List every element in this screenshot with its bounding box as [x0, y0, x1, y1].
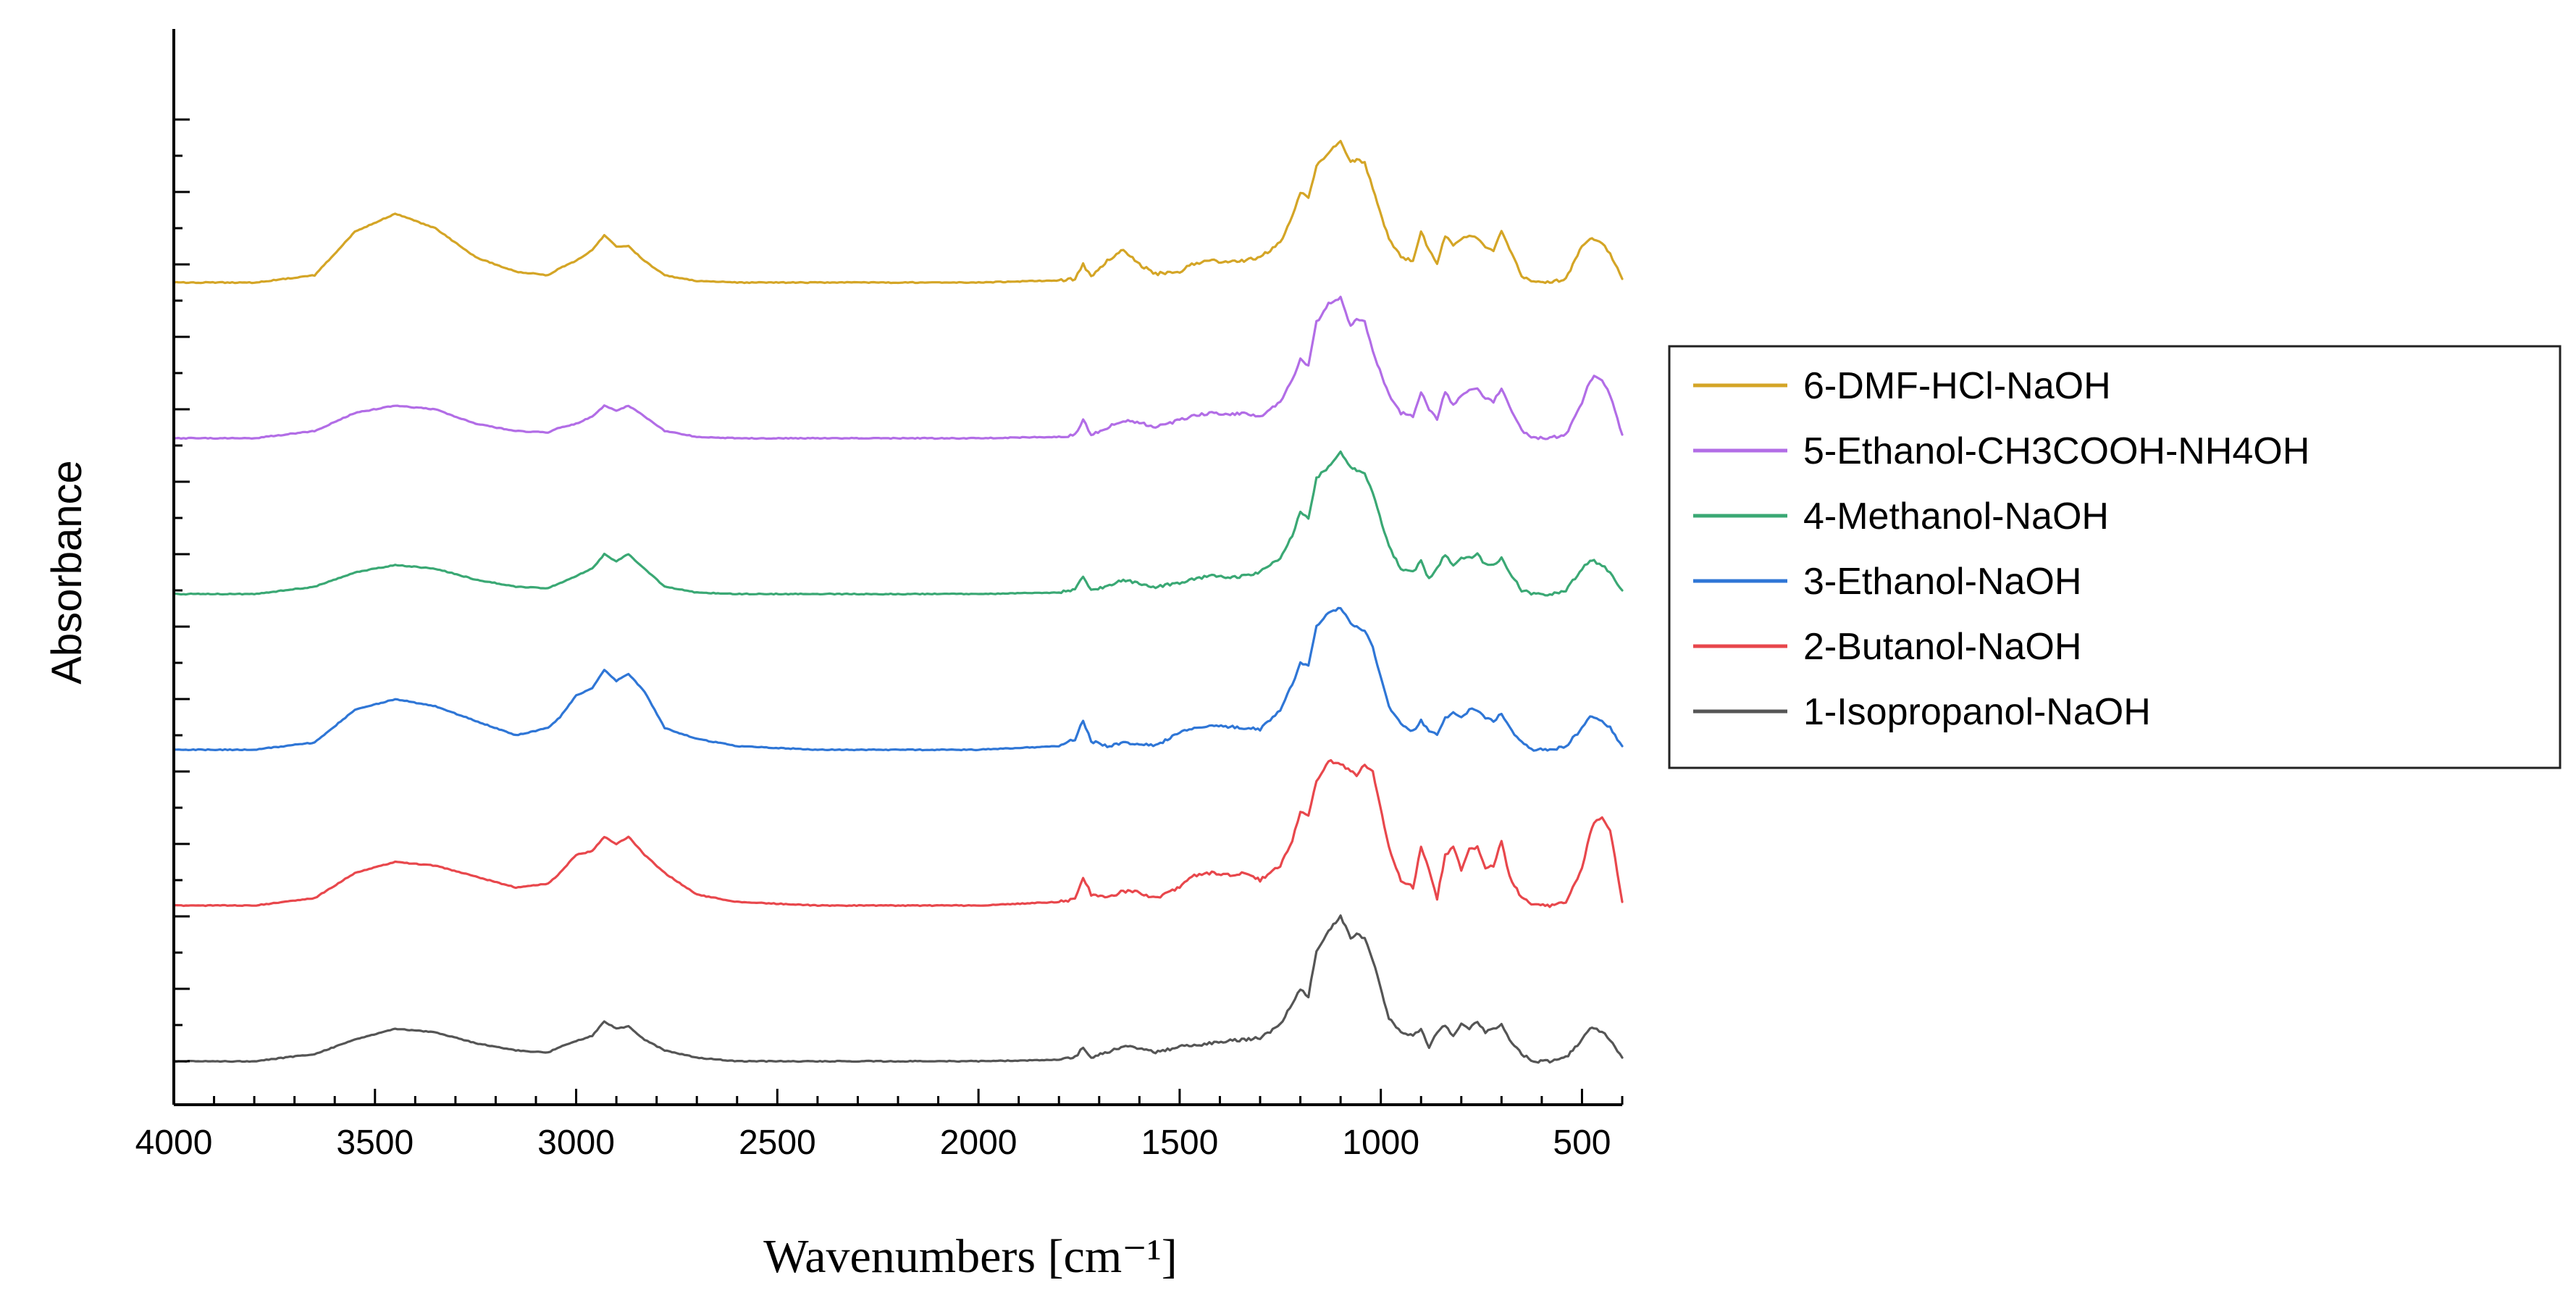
legend-box: [1668, 345, 2562, 769]
x-ticks: 4000 3500 3000 2500 2000 1500 1000 500: [135, 1089, 1624, 1162]
series-line-5: [172, 296, 1624, 440]
x-axis-title: Wavenumbers [cm⁻¹]: [763, 1230, 1178, 1283]
series-line-3: [172, 606, 1624, 752]
series-line-2: [172, 758, 1624, 908]
y-axis-title: Absorbance: [43, 460, 91, 685]
x-tick-label: 2000: [940, 1124, 1018, 1162]
series-line-6: [172, 140, 1624, 285]
legend-label: 3-Ethanol-NaOH: [1803, 561, 2081, 603]
x-tick-label: 3500: [336, 1124, 414, 1162]
legend-label: 5-Ethanol-CH3COOH-NH4OH: [1803, 430, 2309, 472]
legend-label: 2-Butanol-NaOH: [1803, 626, 2081, 668]
x-tick-label: 1000: [1342, 1124, 1419, 1162]
legend-items: 6-DMF-HCl-NaOH 5-Ethanol-CH3COOH-NH4OH 4-M…: [1693, 365, 2309, 733]
legend-label: 6-DMF-HCl-NaOH: [1803, 365, 2111, 407]
series-line-4: [172, 450, 1624, 597]
x-tick-label: 4000: [135, 1124, 213, 1162]
series-line-1: [172, 914, 1624, 1064]
x-tick-label: 3000: [537, 1124, 615, 1162]
legend: 6-DMF-HCl-NaOH 5-Ethanol-CH3COOH-NH4OH 4-M…: [1668, 345, 2562, 769]
x-tick-label: 1500: [1141, 1124, 1218, 1162]
legend-label: 1-Isopropanol-NaOH: [1803, 691, 2151, 733]
legend-label: 4-Methanol-NaOH: [1803, 495, 2109, 538]
x-tick-label: 500: [1553, 1124, 1611, 1162]
y-ticks: [174, 118, 190, 1063]
x-tick-label: 2500: [739, 1124, 816, 1162]
series-group: [172, 140, 1624, 1064]
plot-area: 4000 3500 3000 2500 2000 1500 1000 500: [135, 29, 1624, 1162]
